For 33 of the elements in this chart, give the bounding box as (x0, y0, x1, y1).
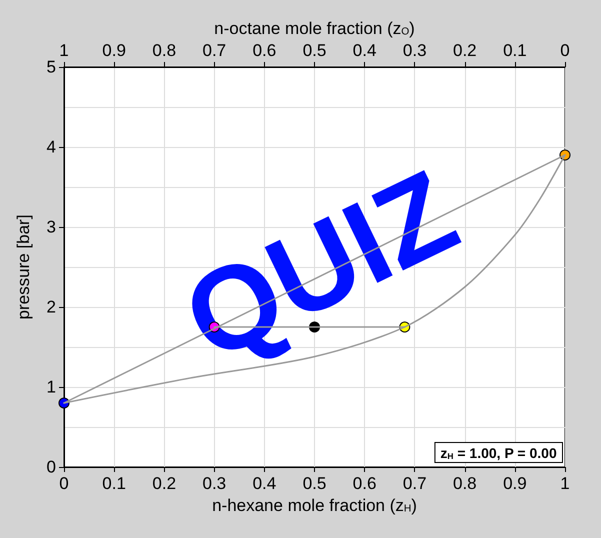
x2-tick-label: 0.2 (452, 41, 477, 60)
x2-tick-label: 0.7 (202, 41, 226, 60)
y-tick-label: 0 (46, 458, 56, 476)
x-tick-label: 0.1 (102, 474, 126, 493)
x2-axis-title: n-octane mole fraction (zO) (214, 19, 415, 38)
x-axis-title: n-hexane mole fraction (zH) (212, 496, 417, 515)
x-tick-label: 0.5 (302, 474, 326, 493)
y-axis-title: pressure [bar] (14, 214, 33, 320)
x-tick-label: 0.9 (503, 474, 527, 493)
x-tick-label: 0.7 (402, 474, 427, 493)
x-tick-label: 0 (59, 474, 69, 493)
y-tick-label: 1 (46, 378, 56, 396)
x2-tick-label: 1 (59, 41, 69, 60)
x2-tick-label: 0 (560, 41, 570, 60)
x-tick-label: 0.6 (352, 474, 376, 493)
y-tick-label: 2 (46, 298, 56, 316)
x-tick-label: 0.3 (202, 474, 226, 493)
x-tick-label: 0.2 (152, 474, 176, 493)
y-tick-label: 3 (46, 218, 56, 236)
x-tick-label: 1 (560, 474, 570, 493)
x2-tick-label: 0.8 (152, 41, 176, 60)
x2-tick-label: 0.9 (102, 41, 126, 60)
x2-tick-label: 0.1 (503, 41, 527, 60)
y-tick-label: 5 (46, 58, 56, 76)
x2-tick-label: 0.5 (302, 41, 326, 60)
x-tick-label: 0.4 (252, 474, 276, 493)
x2-tick-label: 0.4 (352, 41, 376, 60)
x-tick-label: 0.8 (452, 474, 477, 493)
annotation: QUIZ (164, 144, 476, 386)
y-tick-label: 4 (46, 138, 56, 156)
x2-tick-label: 0.3 (402, 41, 427, 60)
x2-tick-label: 0.6 (252, 41, 276, 60)
annotation: zH = 1.00, P = 0.00 (440, 445, 557, 461)
